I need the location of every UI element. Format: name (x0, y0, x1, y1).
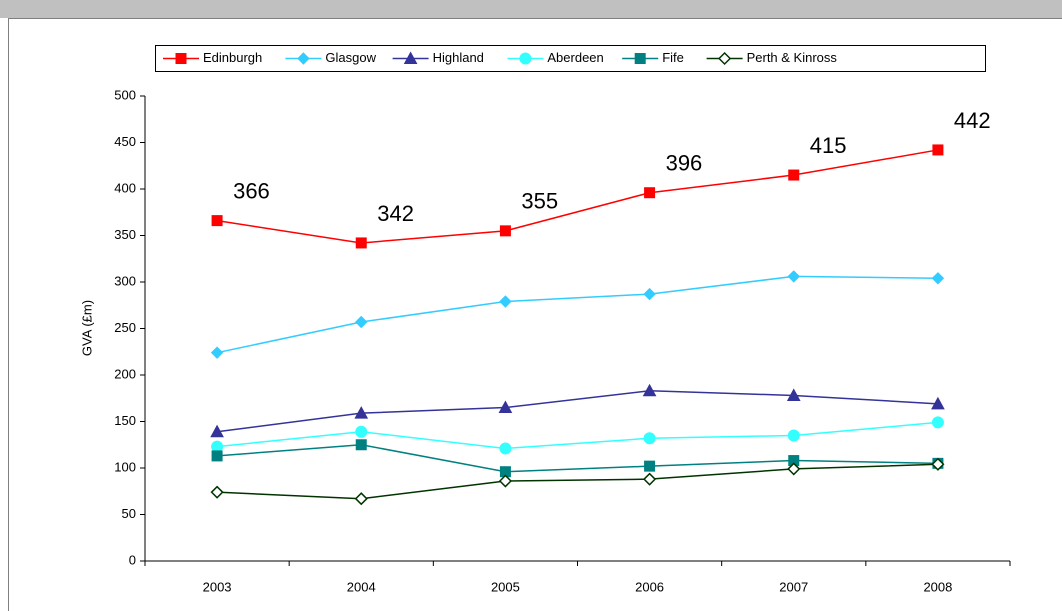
y-tick-label: 50 (122, 506, 136, 521)
data-label: 342 (377, 201, 414, 226)
series-line (216, 149, 939, 244)
y-tick-label: 500 (114, 87, 136, 102)
marker (210, 485, 224, 499)
marker (787, 429, 800, 442)
marker (634, 53, 646, 64)
marker (642, 383, 657, 397)
marker (787, 462, 801, 476)
marker (643, 432, 656, 445)
y-tick-label: 100 (114, 459, 136, 474)
marker (718, 51, 732, 66)
marker (931, 272, 945, 285)
y-axis-label: GVA (£m) (79, 300, 94, 356)
data-label: 355 (521, 189, 558, 214)
marker (931, 396, 945, 410)
marker (519, 52, 532, 65)
y-tick-label: 200 (114, 366, 136, 381)
series: 366 342 355 396 415 442 (211, 108, 991, 249)
y-tick-label: 350 (114, 227, 136, 242)
marker (498, 474, 512, 488)
x-tick-label: 2006 (635, 579, 664, 594)
marker (499, 225, 511, 237)
marker (932, 144, 944, 156)
series-line (217, 463, 938, 500)
y-tick-label: 450 (114, 134, 136, 149)
y-tick-label: 300 (114, 273, 136, 288)
marker (211, 215, 223, 227)
series (210, 383, 945, 438)
x-tick-label: 2008 (923, 579, 952, 594)
marker (354, 492, 368, 506)
marker (644, 187, 656, 199)
marker (931, 416, 944, 429)
marker (787, 270, 800, 283)
marker (210, 346, 224, 359)
marker (210, 424, 224, 438)
marker (355, 237, 367, 249)
marker (355, 439, 367, 451)
x-tick-label: 2003 (203, 579, 232, 594)
legend-label: Aberdeen (547, 50, 603, 65)
data-label: 396 (666, 151, 703, 176)
marker (643, 472, 657, 486)
y-tick-label: 250 (114, 320, 136, 335)
marker (355, 425, 368, 438)
series-line (217, 443, 938, 473)
marker (355, 315, 368, 329)
data-label: 415 (810, 133, 847, 158)
marker (211, 450, 223, 462)
marker (786, 388, 801, 401)
marker (643, 287, 656, 301)
marker (297, 52, 310, 65)
marker (403, 51, 418, 64)
series (210, 457, 945, 506)
series-line (216, 390, 938, 433)
legend-label: Fife (662, 50, 684, 65)
legend-label: Glasgow (325, 50, 376, 65)
marker (788, 169, 800, 181)
x-tick-label: 2005 (491, 579, 520, 594)
marker (175, 53, 187, 64)
marker (644, 460, 656, 472)
x-tick-label: 2007 (779, 579, 808, 594)
y-tick-label: 150 (114, 413, 136, 428)
series (211, 416, 944, 455)
data-label: 442 (954, 108, 991, 133)
y-tick-label: 400 (114, 180, 136, 195)
data-label: 366 (233, 178, 270, 203)
legend-label: Perth & Kinross (747, 50, 838, 65)
y-tick-label: 0 (129, 552, 136, 567)
legend: Edinburgh Glasgow Highland Aberdeen Fife Pert… (155, 45, 986, 72)
marker (931, 457, 945, 471)
marker (499, 295, 512, 308)
marker (499, 442, 512, 455)
series (210, 270, 945, 359)
marker (498, 400, 513, 414)
legend-label: Highland (433, 50, 484, 65)
series-line (217, 421, 938, 450)
legend-label: Edinburgh (203, 50, 262, 65)
chart-frame (8, 18, 1062, 611)
series-line (216, 275, 938, 354)
x-tick-label: 2004 (347, 579, 376, 594)
marker (354, 406, 369, 419)
caption-band (0, 0, 1062, 18)
